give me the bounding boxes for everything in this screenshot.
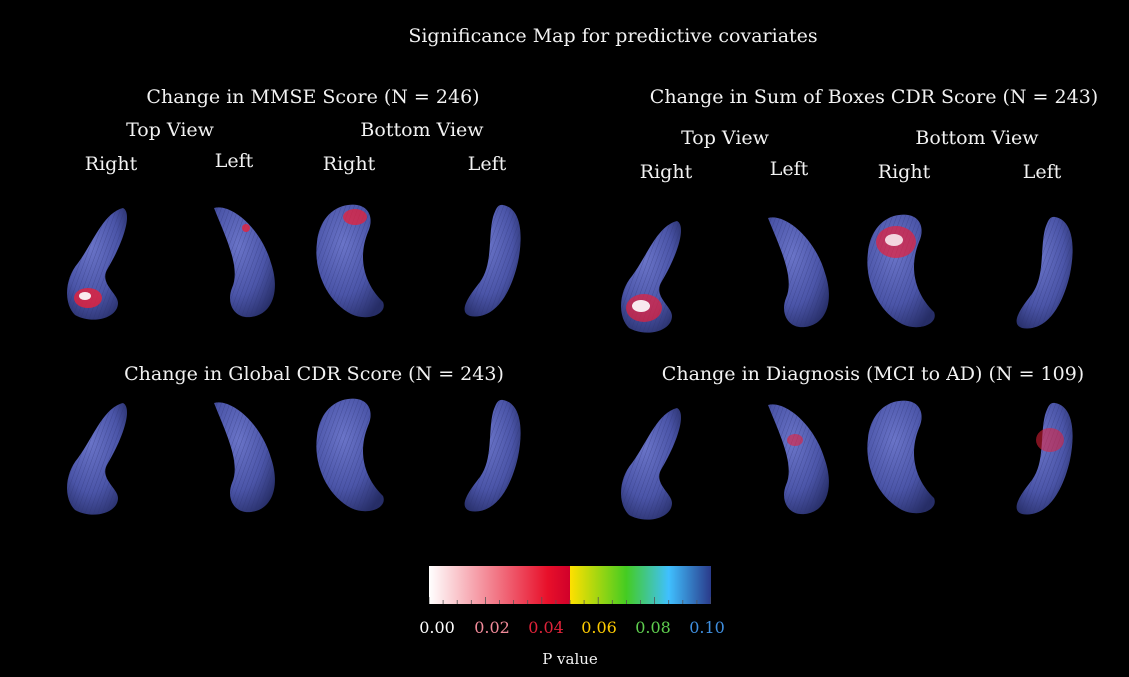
right-label-cdr-sb-top: Right	[639, 161, 693, 183]
colorbar-tick-1: 0.02	[474, 618, 510, 637]
hippocampus-diagnosis-bottom-right	[864, 398, 939, 518]
colorbar-tick-2: 0.04	[528, 618, 564, 637]
right-label-mmse-top: Right	[84, 153, 138, 175]
hippocampus-cdr-sb-top-left	[760, 213, 835, 333]
hippocampus-global-cdr-top-right	[63, 398, 133, 518]
figure-title: Significance Map for predictive covariat…	[408, 25, 818, 47]
hippocampus-global-cdr-bottom-right	[313, 396, 388, 516]
left-label-mmse-top: Left	[214, 150, 254, 172]
hippocampus-mmse-bottom-right	[313, 202, 388, 322]
hippocampus-global-cdr-bottom-left	[458, 397, 528, 517]
left-label-cdr-sb-bottom: Left	[1022, 161, 1062, 183]
panel-heading-cdr-sb: Change in Sum of Boxes CDR Score (N = 24…	[649, 86, 1099, 108]
hippocampus-global-cdr-top-left	[206, 398, 281, 518]
hippocampus-diagnosis-top-right	[617, 403, 687, 523]
panel-heading-global-cdr: Change in Global CDR Score (N = 243)	[124, 363, 504, 385]
bottom-view-label-cdr-sb: Bottom View	[915, 127, 1039, 149]
hippocampus-diagnosis-bottom-left	[1010, 400, 1080, 520]
top-view-label-mmse: Top View	[126, 119, 214, 141]
hippocampus-diagnosis-top-left	[760, 400, 835, 520]
panel-heading-mmse: Change in MMSE Score (N = 246)	[146, 86, 480, 108]
bottom-view-label-mmse: Bottom View	[360, 119, 484, 141]
panel-heading-diagnosis: Change in Diagnosis (MCI to AD) (N = 109…	[661, 363, 1085, 385]
hippocampus-cdr-sb-bottom-left	[1010, 214, 1080, 334]
colorbar-tick-4: 0.08	[635, 618, 671, 637]
right-label-cdr-sb-bottom: Right	[877, 161, 931, 183]
hippocampus-mmse-top-left	[206, 203, 281, 323]
top-view-label-cdr-sb: Top View	[681, 127, 769, 149]
hippocampus-mmse-bottom-left	[458, 202, 528, 322]
left-label-mmse-bottom: Left	[467, 153, 507, 175]
colorbar-tick-3: 0.06	[581, 618, 617, 637]
left-label-cdr-sb-top: Left	[769, 158, 809, 180]
hippocampus-cdr-sb-bottom-right	[864, 212, 939, 332]
colorbar-tick-5: 0.10	[689, 618, 725, 637]
hippocampus-cdr-sb-top-right	[617, 216, 687, 336]
colorbar-tick-0: 0.00	[419, 618, 455, 637]
right-label-mmse-bottom: Right	[322, 153, 376, 175]
hippocampus-mmse-top-right	[63, 203, 133, 323]
p-value-colorbar	[429, 566, 711, 604]
colorbar-label: P value	[542, 650, 598, 668]
